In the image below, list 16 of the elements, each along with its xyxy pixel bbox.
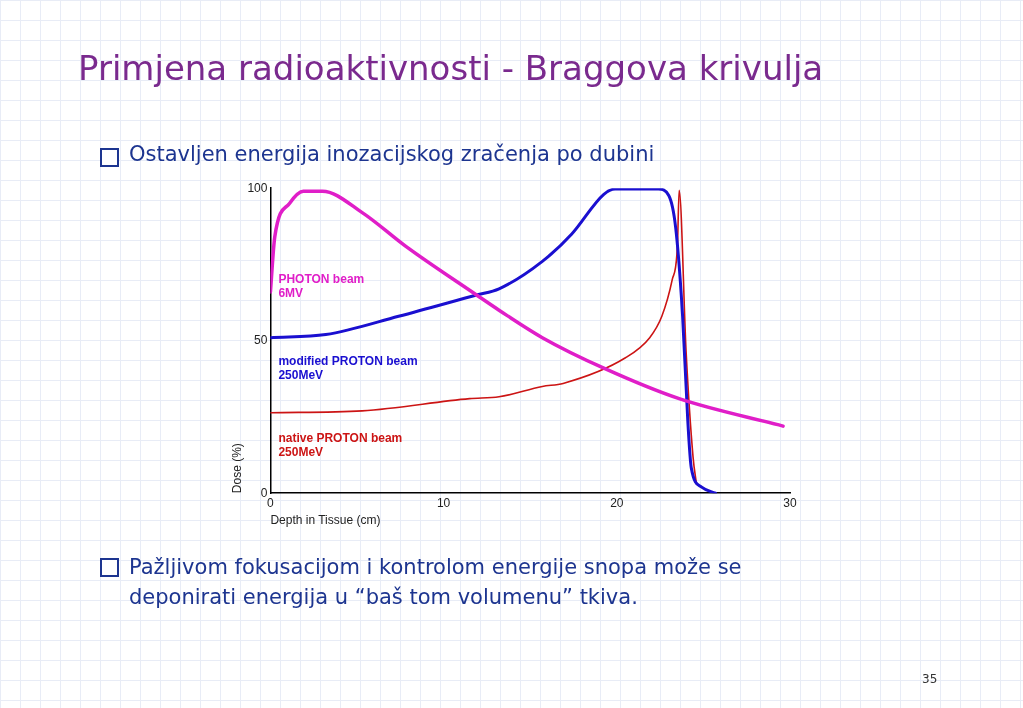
y-axis-title: Dose (%) bbox=[229, 443, 244, 494]
y-tick-label: 0 bbox=[260, 485, 268, 500]
chart-subtitle: Ostavljen energija inozacijskog zračenja po dubini bbox=[129, 142, 655, 166]
series-label: modified PROTON beam 250MeV bbox=[278, 354, 418, 383]
text: 35 bbox=[922, 672, 938, 686]
y-tick-label: 50 bbox=[254, 333, 268, 348]
text: Pažljivom fokusacijom i kontrolom energije snopa može se deponirati energija u “baš tom volumenu” tkiva. bbox=[129, 554, 743, 611]
series-label: PHOTON beam 6MV bbox=[278, 271, 365, 300]
x-tick-label: 10 bbox=[436, 495, 451, 510]
chart-title: Primjena radioaktivnosti - Braggova krivulja bbox=[78, 48, 824, 88]
x-tick-label: 20 bbox=[610, 495, 624, 510]
y-tick-label: 100 bbox=[247, 180, 268, 195]
line-series bbox=[270, 189, 785, 428]
x-axis-title: Depth in Tissue (cm) bbox=[270, 513, 381, 528]
x-tick-label: 30 bbox=[783, 495, 797, 510]
series-label: native PROTON beam 250MeV bbox=[278, 430, 403, 459]
